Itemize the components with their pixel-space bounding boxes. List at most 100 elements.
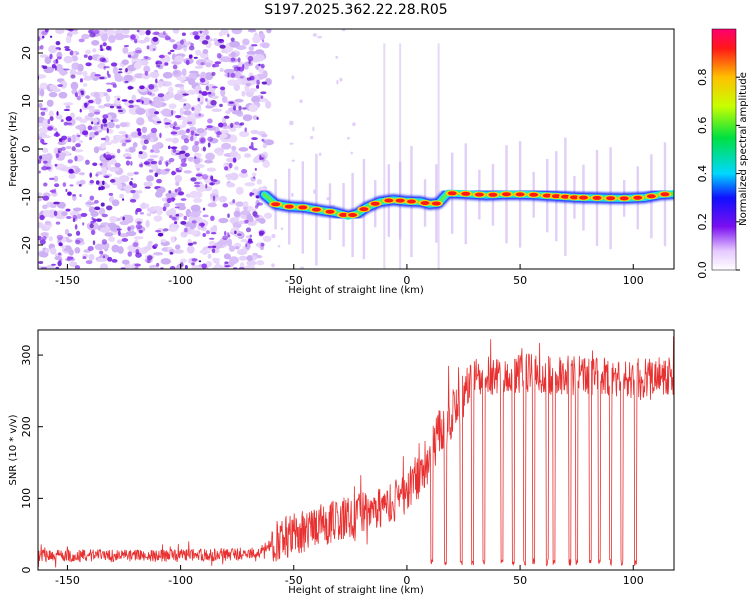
noise-blob	[42, 65, 48, 70]
noise-blob	[121, 142, 127, 147]
noise-blob	[140, 138, 146, 146]
noise-blob	[106, 205, 113, 211]
noise-blob	[205, 230, 210, 235]
noise-blob	[189, 190, 199, 199]
noise-blob	[350, 151, 353, 155]
noise-blob	[174, 244, 181, 250]
noise-blob	[246, 77, 252, 81]
noise-blob	[72, 194, 76, 197]
noise-blob	[53, 133, 61, 137]
y-tick-label: -20	[20, 236, 33, 254]
noise-blob	[136, 29, 140, 33]
track-peak	[502, 192, 512, 197]
track-peak	[395, 198, 405, 203]
noise-blob	[38, 197, 43, 202]
noise-blob	[65, 35, 72, 44]
noise-blob	[153, 251, 164, 256]
noise-blob	[139, 59, 149, 66]
noise-blob	[261, 81, 267, 85]
noise-blob	[156, 121, 162, 124]
noise-blob	[61, 211, 68, 217]
noise-blob	[154, 243, 158, 248]
noise-blob	[89, 223, 94, 229]
noise-blob	[90, 229, 96, 235]
noise-blob	[336, 79, 339, 85]
noise-blob	[165, 209, 177, 217]
noise-blob	[135, 209, 138, 215]
noise-blob	[234, 246, 240, 250]
noise-blob	[99, 163, 103, 166]
noise-blob	[233, 66, 241, 72]
noise-blob	[183, 110, 192, 116]
noise-blob	[248, 60, 251, 65]
noise-blob	[158, 160, 162, 165]
noise-blob	[103, 141, 113, 146]
noise-blob	[226, 232, 230, 237]
noise-blob	[230, 37, 235, 42]
track-peak	[325, 209, 335, 214]
noise-blob	[135, 107, 146, 116]
noise-blob	[205, 85, 209, 91]
noise-blob	[53, 188, 57, 194]
noise-blob	[114, 33, 125, 41]
noise-blob	[74, 224, 78, 230]
noise-blob	[139, 163, 143, 168]
noise-blob	[239, 76, 244, 79]
noise-blob	[202, 232, 207, 237]
noise-blob	[38, 159, 42, 164]
noise-blob	[90, 210, 99, 217]
noise-blob	[181, 32, 186, 36]
noise-blob	[136, 117, 145, 126]
x-tick-label: -150	[55, 574, 80, 587]
noise-blob	[103, 65, 106, 70]
noise-blob	[263, 138, 268, 141]
noise-blob	[101, 186, 106, 190]
noise-blob	[137, 39, 147, 44]
noise-blob	[225, 110, 231, 115]
noise-blob	[220, 129, 230, 134]
noise-blob	[153, 149, 161, 154]
noise-blob	[72, 218, 76, 223]
noise-blob	[129, 198, 137, 203]
noise-blob	[136, 221, 142, 225]
noise-blob	[123, 74, 134, 82]
noise-blob	[67, 137, 72, 143]
noise-blob	[101, 166, 108, 175]
noise-blob	[180, 198, 187, 201]
noise-blob	[109, 158, 117, 165]
noise-blob	[180, 158, 186, 164]
noise-blob	[224, 230, 227, 236]
noise-blob	[221, 117, 227, 124]
noise-blob	[134, 263, 141, 267]
noise-blob	[180, 220, 187, 225]
noise-blob	[211, 257, 221, 262]
noise-blob	[78, 38, 85, 43]
noise-blob	[85, 49, 91, 55]
noise-blob	[42, 209, 51, 217]
noise-blob	[196, 127, 205, 134]
noise-blob	[227, 213, 230, 218]
noise-blob	[194, 35, 200, 40]
track-peak	[420, 201, 430, 205]
noise-blob	[50, 247, 57, 255]
noise-blob	[116, 105, 122, 109]
noise-blob	[38, 102, 43, 109]
colorbar-ticks: 0.0 0.2 0.4 0.6 0.8	[696, 68, 740, 279]
noise-blob	[94, 74, 101, 77]
noise-blob	[215, 260, 220, 266]
noise-blob	[260, 63, 265, 69]
noise-blob	[251, 148, 258, 151]
noise-blob	[74, 92, 79, 98]
noise-blob	[130, 177, 134, 181]
noise-blob	[205, 97, 208, 102]
noise-blob	[240, 210, 251, 216]
noise-blob	[253, 214, 260, 218]
x-tick-label: 0	[403, 574, 410, 587]
noise-blob	[203, 29, 209, 36]
noise-blob	[88, 112, 95, 118]
noise-blob	[218, 31, 224, 37]
x-tick-label: -100	[168, 274, 193, 287]
noise-blob	[190, 230, 198, 236]
noise-blob	[69, 261, 78, 267]
noise-blob	[189, 126, 197, 133]
